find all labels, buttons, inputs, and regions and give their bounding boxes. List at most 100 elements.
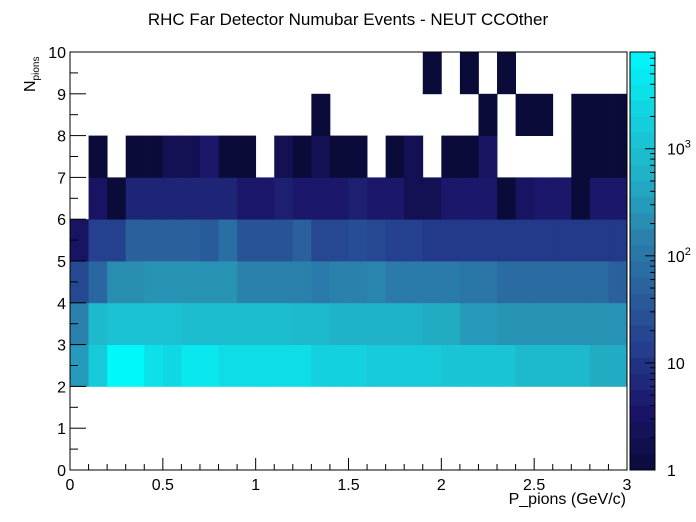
heatmap-cell — [534, 177, 554, 220]
heatmap-cell — [571, 93, 591, 136]
heatmap-cell — [404, 219, 424, 262]
heatmap-cell — [404, 135, 424, 178]
y-tick-label: 1 — [57, 421, 66, 438]
heatmap-cell — [329, 261, 349, 304]
heatmap-cell — [459, 219, 479, 262]
heatmap-cell — [107, 177, 127, 220]
heatmap-cell — [237, 344, 257, 387]
color-scale-band — [630, 132, 655, 149]
color-scale-label: 103 — [667, 139, 691, 159]
heatmap-cell — [534, 93, 554, 136]
heatmap-cell — [274, 261, 294, 304]
heatmap-cell — [181, 344, 201, 387]
heatmap-cell — [348, 302, 368, 345]
y-axis-label: Npions — [22, 57, 42, 92]
heatmap-cell — [237, 135, 257, 178]
heatmap-cell — [367, 219, 387, 262]
heatmap-cell — [88, 219, 108, 262]
x-tick-label: 1 — [251, 477, 260, 494]
heatmap-cell — [441, 261, 461, 304]
heatmap-cell — [70, 302, 89, 345]
heatmap-cell — [515, 261, 535, 304]
color-scale-label: 1 — [667, 463, 676, 480]
heatmap-cell — [571, 302, 591, 345]
heatmap-cell — [497, 261, 516, 304]
heatmap-cell — [329, 302, 349, 345]
heatmap-cell — [218, 261, 238, 304]
color-scale-band — [630, 180, 655, 198]
heatmap-cell — [311, 177, 331, 220]
heatmap-cell — [441, 219, 461, 262]
heatmap-cell — [515, 302, 535, 345]
heatmap-cell — [497, 344, 516, 387]
y-tick-label: 9 — [57, 87, 66, 104]
heatmap-cell — [422, 219, 442, 262]
heatmap-cell — [459, 344, 479, 387]
heatmap-cell — [515, 219, 535, 262]
heatmap-cell — [441, 344, 461, 387]
y-tick-label: 4 — [57, 296, 66, 313]
heatmap-cell — [534, 344, 554, 387]
heatmap-cell — [125, 302, 145, 345]
x-axis: 0 0.5 1 1.5 2 2.5 3 — [66, 458, 632, 494]
heatmap-cell — [107, 344, 127, 387]
heatmap-cell — [608, 219, 628, 262]
heatmap-cell — [329, 135, 349, 178]
heatmap-cell — [237, 177, 257, 220]
heatmap-cell — [348, 177, 368, 220]
color-scale-band — [630, 52, 655, 69]
heatmap-cell — [292, 219, 312, 262]
y-tick-label: 8 — [57, 129, 66, 146]
y-tick-label: 2 — [57, 379, 66, 396]
heatmap-cell — [144, 261, 164, 304]
heatmap-cell — [552, 177, 572, 220]
color-scale-band — [630, 100, 655, 117]
color-scale-bar: 1 10 102 103 — [629, 51, 691, 480]
heatmap-cell — [608, 261, 628, 304]
heatmap-cell — [70, 344, 89, 387]
heatmap-cell — [571, 261, 591, 304]
color-scale-band — [630, 437, 655, 455]
heatmap-cell — [589, 302, 609, 345]
heatmap-cell — [589, 219, 609, 262]
chart-title: RHC Far Detector Numubar Events - NEUT C… — [148, 10, 549, 29]
color-scale-band — [630, 325, 655, 342]
heatmap-cell — [441, 177, 461, 220]
heatmap-cell — [329, 344, 349, 387]
heatmap-cell — [88, 135, 108, 178]
color-scale-label: 10 — [667, 356, 685, 373]
heatmap-cell — [218, 302, 238, 345]
heatmap-cell — [255, 219, 275, 262]
heatmap-cell — [534, 261, 554, 304]
color-scale-band — [630, 405, 655, 423]
heatmap-cell — [292, 302, 312, 345]
heatmap-cell — [515, 93, 535, 136]
heatmap-cell — [292, 135, 312, 178]
heatmap-cell — [497, 177, 516, 220]
color-scale-band — [630, 84, 655, 101]
heatmap-cell — [162, 177, 182, 220]
heatmap-cell — [292, 261, 312, 304]
heatmap-cell — [181, 302, 201, 345]
heatmap-cell — [70, 219, 89, 262]
color-scale-band — [630, 68, 655, 85]
heatmap-cell — [552, 261, 572, 304]
heatmap-cell — [107, 302, 127, 345]
heatmap-cell — [608, 344, 628, 387]
heatmap-cell — [534, 302, 554, 345]
heatmap-cell — [367, 302, 387, 345]
heatmap-cell — [218, 177, 238, 220]
y-tick-label: 3 — [57, 338, 66, 355]
heatmap-cell — [589, 93, 609, 136]
x-tick-label: 2 — [437, 477, 446, 494]
heatmap-cell — [422, 261, 442, 304]
heatmap-cell — [274, 177, 294, 220]
heatmap-cell — [422, 302, 442, 345]
heatmap-cell — [255, 177, 275, 220]
color-scale-band — [630, 148, 655, 165]
heatmap-cell — [404, 344, 424, 387]
heatmap-cell — [311, 261, 331, 304]
x-tick-label: 3 — [623, 477, 632, 494]
heatmap-cell — [125, 135, 145, 178]
heatmap-cell — [88, 177, 108, 220]
